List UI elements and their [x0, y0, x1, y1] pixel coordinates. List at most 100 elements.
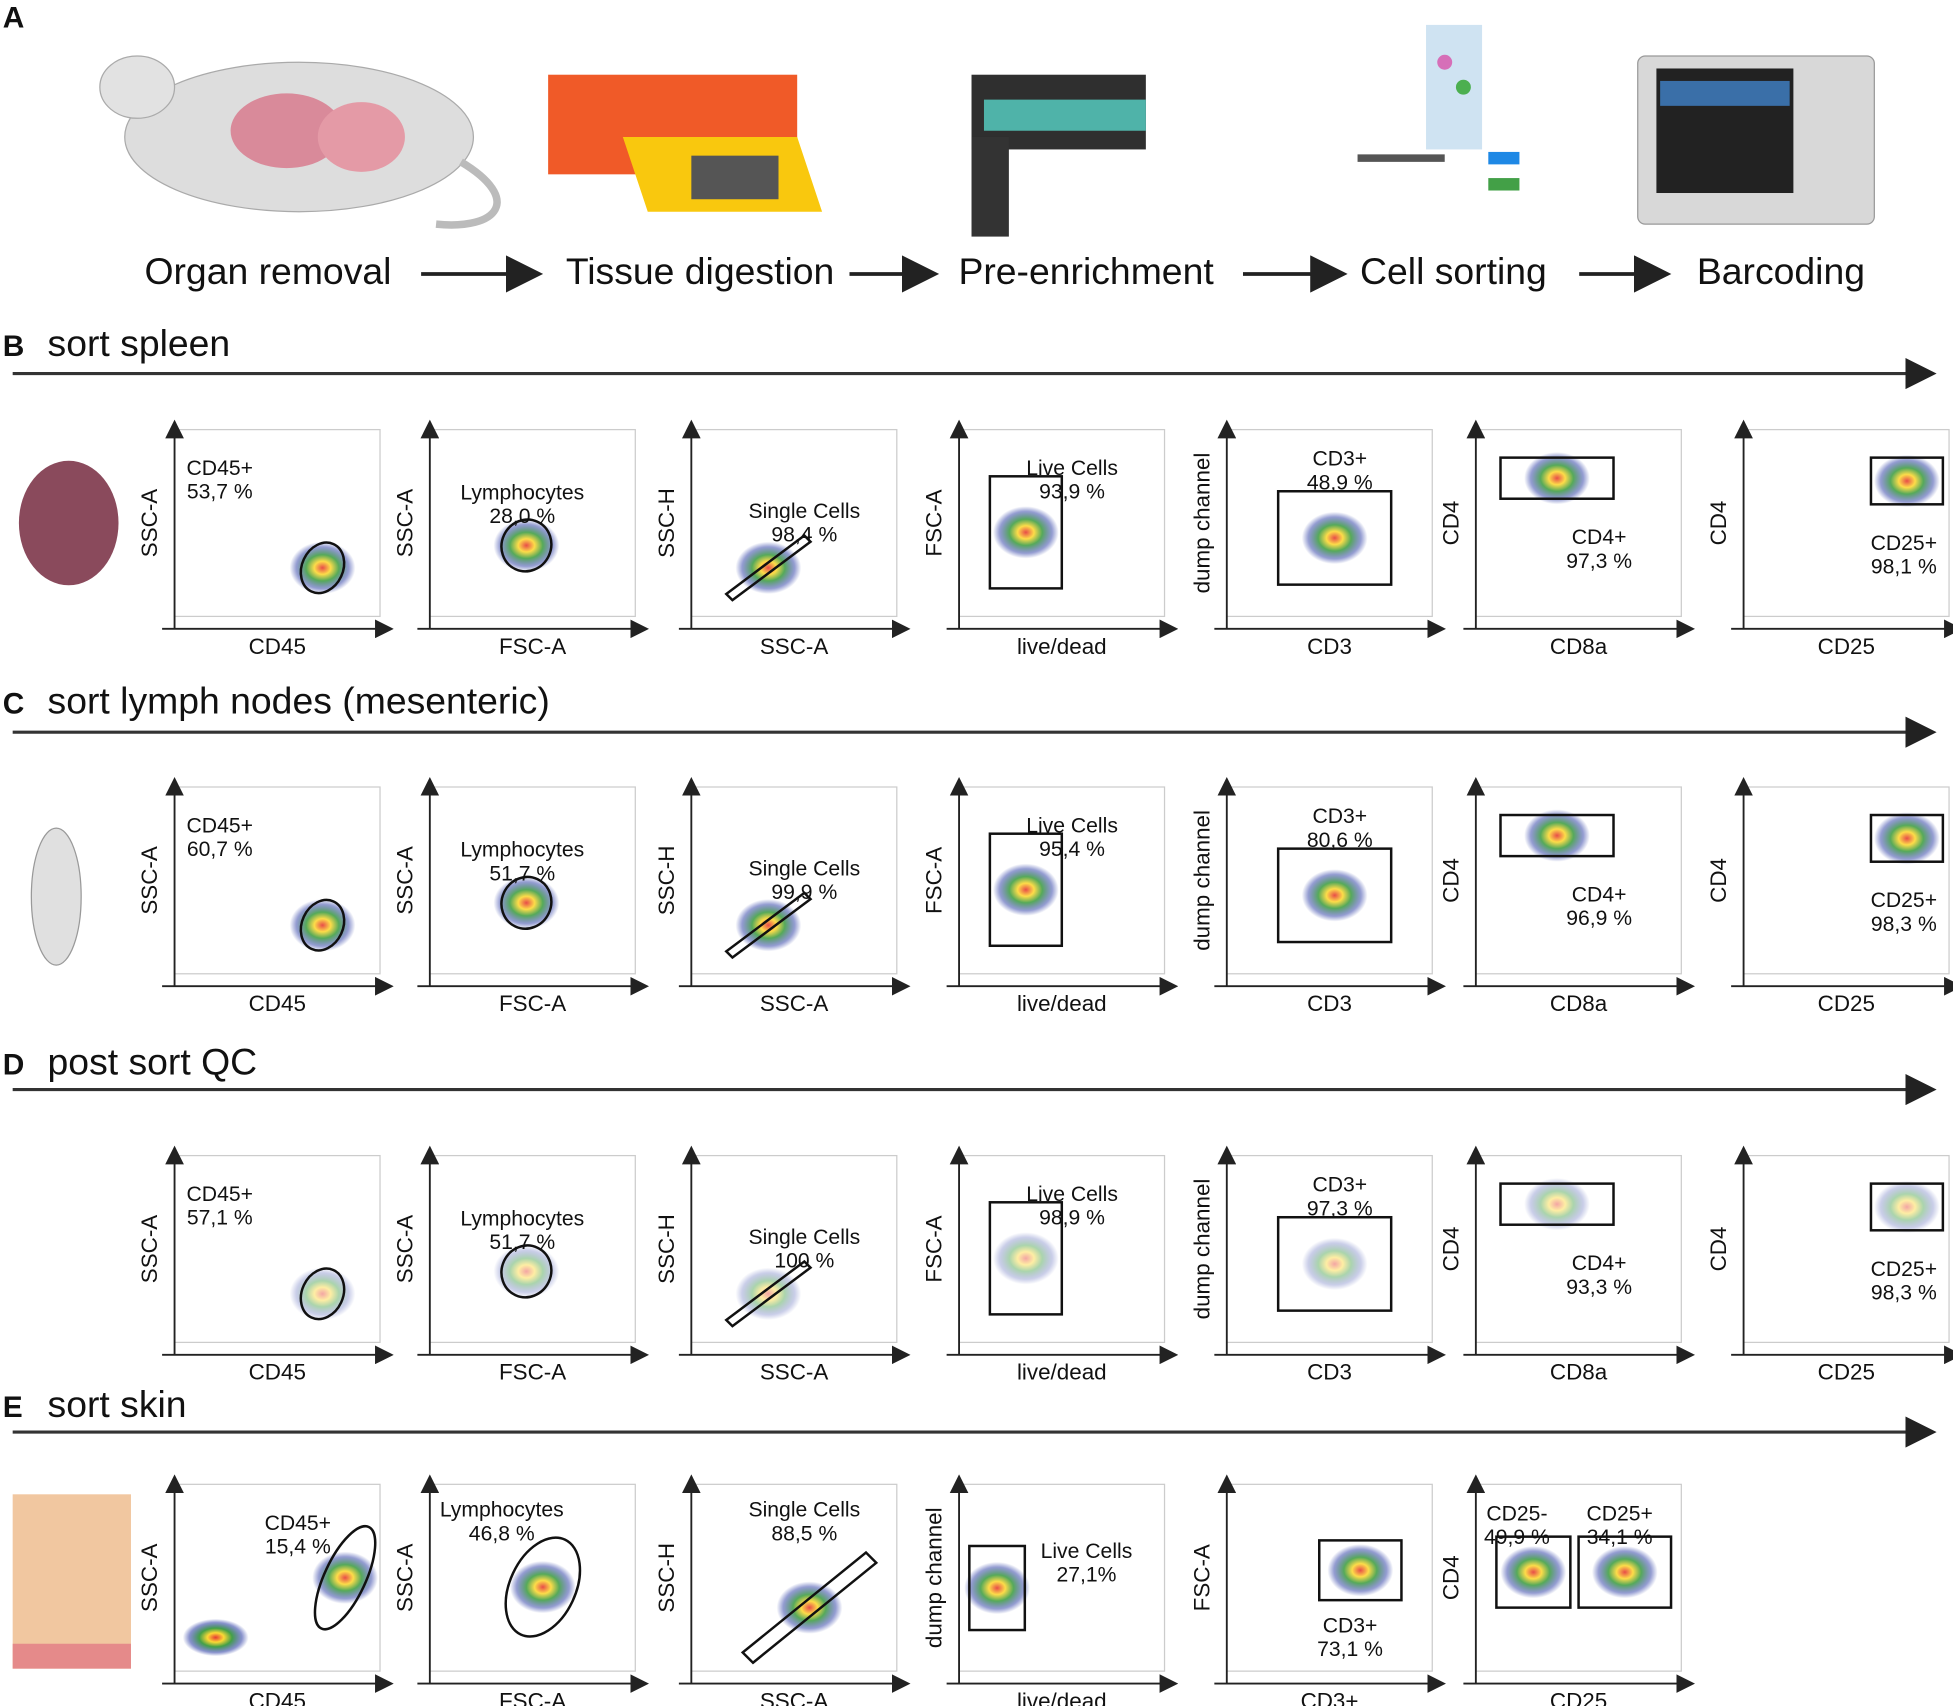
x-axis-label: live/dead [1017, 1360, 1107, 1385]
cell-cloud [1874, 812, 1940, 865]
y-axis-label: SSC-A [137, 489, 162, 558]
y-axis-label: SSC-A [392, 846, 417, 915]
panel-label: D [3, 1049, 25, 1082]
panel-label: B [3, 330, 25, 363]
cell-cloud [1301, 869, 1368, 922]
x-axis-label: CD45 [249, 1360, 306, 1385]
gate-percent: 49,9 % [1484, 1526, 1550, 1549]
x-axis-label: CD25 [1818, 1360, 1875, 1385]
gate [1276, 847, 1393, 944]
gate-percent: 27,1% [1056, 1563, 1116, 1586]
gate-percent: 51,7 % [489, 1231, 555, 1254]
cell-cloud [1500, 1545, 1567, 1599]
gate-name: Lymphocytes [460, 481, 584, 504]
cell-cloud [1301, 511, 1368, 565]
flow-plot: CD8a CD4 CD4+97,3 % [1438, 419, 1696, 659]
gate-percent: 98,3 % [1871, 913, 1937, 936]
panel-title: sort lymph nodes (mesenteric) [48, 680, 550, 722]
y-axis-label: SSC-H [654, 846, 679, 916]
y-axis-label: CD4 [1438, 501, 1463, 546]
x-axis-label: live/dead [1017, 1688, 1107, 1706]
gate-name: CD45+ [187, 1183, 253, 1206]
y-axis-label: SSC-A [392, 1215, 417, 1284]
y-axis-label: CD4 [1438, 858, 1463, 903]
step-label: Pre-enrichment [958, 250, 1214, 292]
cell-cloud [1874, 1180, 1940, 1234]
gate-name: CD3+ [1312, 1174, 1367, 1197]
cell-cloud [1874, 454, 1940, 508]
flow-plot: CD3 dump channel CD3+97,3 % [1189, 1145, 1446, 1385]
gate [504, 1536, 582, 1638]
y-axis-label: SSC-H [654, 1214, 679, 1284]
cell-cloud [1524, 1178, 1590, 1231]
gate-percent: 46,8 % [469, 1522, 535, 1545]
cell-cloud [182, 1618, 249, 1657]
cell-cloud [992, 1232, 1059, 1285]
gate-percent: 97,3 % [1566, 550, 1632, 573]
x-axis-label: CD25 [1818, 991, 1875, 1016]
y-axis-label: CD4 [1706, 501, 1731, 546]
gate [500, 518, 553, 573]
gate-percent: 100 % [774, 1250, 834, 1273]
gate-name: Lymphocytes [460, 839, 584, 862]
gate-name: Live Cells [1041, 1540, 1133, 1563]
cell-cloud [289, 1267, 356, 1320]
cell-cloud [1327, 1544, 1394, 1597]
gate-percent: 97,3 % [1307, 1197, 1373, 1220]
gate-name: CD25+ [1871, 532, 1937, 555]
y-axis-label: FSC-A [922, 1215, 947, 1282]
gate [1276, 1215, 1393, 1312]
y-axis-label: CD4 [1706, 1227, 1731, 1272]
gate [1499, 456, 1615, 500]
panel-label: C [3, 688, 25, 721]
cell-cloud [289, 899, 356, 952]
gate-name: Live Cells [1026, 814, 1118, 837]
x-axis-label: live/dead [1017, 634, 1107, 659]
flow-plot: CD45 SSC-A CD45+53,7 % [137, 419, 394, 659]
gate [724, 533, 813, 602]
x-axis-label: CD3 [1307, 634, 1352, 659]
gate [299, 1267, 346, 1321]
cell-cloud [964, 1561, 1030, 1615]
gate-name: Single Cells [748, 1226, 860, 1249]
gate-percent: 98,3 % [1871, 1281, 1937, 1304]
x-axis-label: FSC-A [499, 1688, 566, 1706]
gate [724, 1259, 813, 1328]
y-axis-label: SSC-H [654, 1543, 679, 1613]
gate-percent: 53,7 % [187, 481, 253, 504]
gate [988, 832, 1064, 948]
x-axis-label: CD8a [1550, 991, 1608, 1016]
cell-cloud [493, 519, 560, 572]
gate-percent: 51,7 % [489, 862, 555, 885]
step-label: Barcoding [1697, 250, 1865, 292]
x-axis-label: CD3 [1307, 1360, 1352, 1385]
x-axis-label: FSC-A [499, 991, 566, 1016]
gate-name: CD25- [1486, 1502, 1547, 1525]
y-axis-label: SSC-H [654, 488, 679, 558]
y-axis-label: FSC-A [922, 489, 947, 556]
gate [1499, 1182, 1615, 1226]
gate-name: CD45+ [265, 1512, 331, 1535]
x-axis-label: live/dead [1017, 991, 1107, 1016]
gate-name: CD45+ [187, 457, 253, 480]
cell-cloud [992, 506, 1059, 559]
x-axis-label: CD45 [249, 991, 306, 1016]
y-axis-label: SSC-A [392, 489, 417, 558]
gate [1276, 490, 1393, 586]
gate [500, 875, 553, 930]
y-axis-label: dump channel [1189, 1179, 1214, 1320]
flow-plot: CD8a CD4 CD4+96,9 % [1438, 777, 1696, 1016]
x-axis-label: FSC-A [499, 1360, 566, 1385]
y-axis-label: dump channel [1189, 453, 1214, 594]
panel-label: A [3, 1, 25, 34]
panel-title: sort skin [48, 1383, 187, 1425]
gate-name: Live Cells [1026, 1183, 1118, 1206]
cell-cloud [289, 541, 356, 594]
gate-name: Single Cells [748, 857, 860, 880]
